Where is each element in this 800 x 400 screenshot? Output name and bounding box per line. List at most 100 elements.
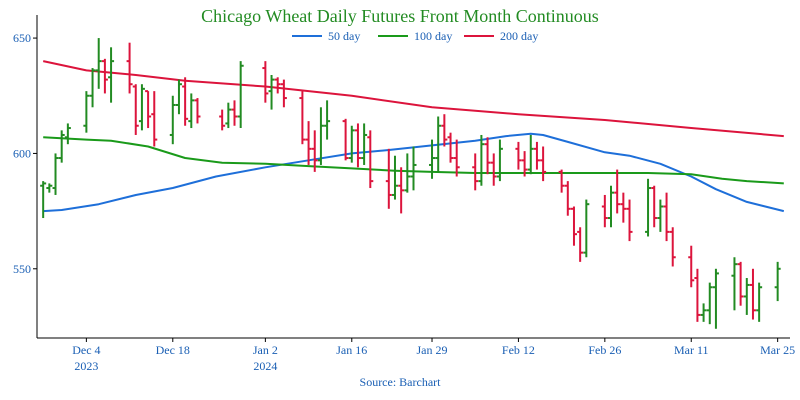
legend-label: 200 day [500,29,538,43]
ma-line-200-day [42,60,784,138]
ohlc-bar [58,130,65,163]
ohlc-bar [182,77,189,126]
legend-item: 100 day [378,29,452,43]
ohlc-bar [262,61,269,103]
ohlc-bar [731,257,738,311]
legend-label: 50 day [328,29,360,43]
ohlc-bar [342,118,349,161]
ohlc-bar [324,100,331,140]
ohlc-bar [40,181,47,219]
ohlc-bar [749,268,756,320]
ohlc-bar [225,102,232,129]
x-tick-label: Feb 12 [502,343,535,357]
ohlc-bar [533,141,540,170]
chart-title: Chicago Wheat Daily Futures Front Month … [201,6,599,26]
ohlc-bar [521,151,528,177]
ohlc-bar [410,146,417,191]
ohlc-bar [219,109,226,131]
ohlc-bar [231,100,238,126]
y-tick-label: 600 [13,146,31,160]
ohlc-bar [145,90,152,129]
ohlc-bar [385,148,392,209]
ohlc-bar [743,278,750,315]
ohlc-bar [305,121,312,165]
ohlc-bar [108,47,115,103]
ohlc-bar [651,185,658,228]
axes: 550 600 650 Dec 4 2023 Dec 18 Jan 2 2024 Jan 16 J… [13,15,795,373]
ohlc-bar [188,93,195,129]
ohlc-bar [441,114,448,147]
ohlc-bar [712,268,719,329]
ohlc-bar [64,123,71,145]
ohlc-bar [774,261,781,302]
ohlc-bar [367,130,374,189]
ohlc-bar [583,199,590,258]
ohlc-bar [311,130,318,172]
ohlc-bar [175,79,182,115]
ohlc-bar [558,169,565,193]
x-tick-year-label: 2023 [74,359,98,373]
ohlc-bar [688,245,695,288]
ohlc-bar [540,146,547,182]
ohlc-bar [669,227,676,267]
ohlc-bar [447,132,454,163]
legend-label: 100 day [414,29,452,43]
y-tick-label: 550 [13,262,31,276]
ohlc-bar [706,282,713,325]
ohlc-bar [398,167,405,214]
x-tick-label: Mar 11 [674,343,709,357]
ohlc-bar [570,206,577,246]
ohlc-bar [101,58,108,94]
ohlc-bar [756,282,763,322]
x-tick-label: Dec 4 [72,343,100,357]
ohlc-bar [657,199,664,232]
chart-source: Source: Barchart [360,375,442,389]
ohlc-bar [614,169,621,214]
ohlc-bar [515,141,522,170]
ohlc-bar [472,153,479,191]
ohlc-bar [299,91,306,145]
ohlc-bar [694,268,701,322]
ohlc-bar [132,84,139,135]
ohlc-bar [663,192,670,242]
ohlc-bar [478,134,485,186]
ohlc-bar [46,183,53,193]
ohlc-bar [126,42,133,94]
x-tick-year-label: 2024 [253,359,277,373]
ohlc-bar [280,79,287,108]
x-tick-label: Feb 26 [588,343,621,357]
ohlc-bar [151,91,158,147]
legend-item: 50 day [292,29,360,43]
ma-line-50-day [43,132,785,213]
ohlc-bar [484,137,491,175]
ohlc-bar [52,153,59,195]
ohlc-bar [361,123,368,165]
ohlc-bar [737,261,744,306]
ohlc-bar [564,181,571,216]
ohlc-bar [626,199,633,242]
ohlc-bar [496,139,503,182]
ohlc-bar [404,153,411,193]
ohlc-bar [391,155,398,200]
x-tick-label: Jan 16 [336,343,367,357]
ohlc-bar [645,178,652,237]
ohlc-bar [95,38,102,89]
x-tick-label: Dec 18 [156,343,190,357]
ohlc-bar [194,98,201,124]
ohlc-bar [700,303,707,322]
ohlc-bar [169,95,176,145]
ohlc-bar [138,84,145,131]
ohlc-bar [237,61,244,129]
x-tick-label: Mar 25 [760,343,795,357]
ohlc-bar [89,68,96,108]
ohlc-bar [577,227,584,262]
ohlc-bar [268,74,275,110]
ohlc-bar [490,153,497,186]
ohlc-bar [601,194,608,228]
ohlc-bar [348,125,355,163]
ohlc-bar [608,185,615,228]
legend-item: 200 day [464,29,538,43]
legend: 50 day 100 day 200 day [292,29,538,43]
price-bars [40,38,781,329]
